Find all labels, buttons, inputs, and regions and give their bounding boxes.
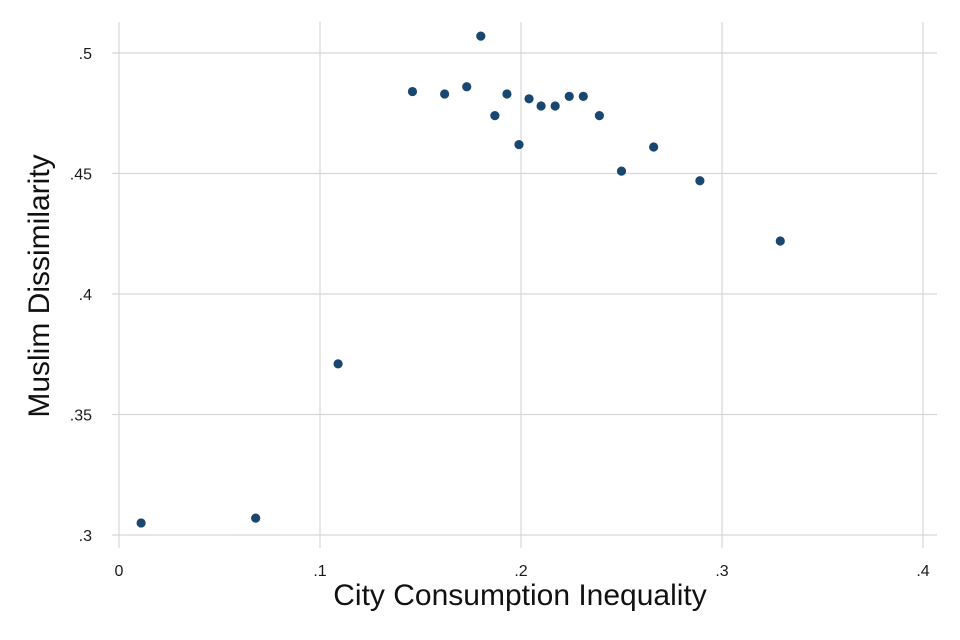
data-point (550, 101, 560, 111)
y-tick-label: .35 (70, 408, 92, 425)
data-point (649, 142, 659, 152)
y-tick-label: .4 (79, 287, 92, 304)
data-point (440, 89, 450, 99)
data-point (476, 31, 486, 41)
x-tick-label: .3 (715, 563, 728, 580)
data-point (578, 91, 588, 101)
data-points (136, 31, 785, 528)
y-tick-label: .5 (79, 46, 92, 63)
x-tick-label: .1 (313, 563, 326, 580)
y-tick-label: .3 (79, 528, 92, 545)
data-point (333, 359, 343, 369)
x-tick-label: .2 (514, 563, 527, 580)
data-point (564, 91, 574, 101)
data-point (490, 111, 500, 121)
data-point (462, 82, 472, 92)
data-point (514, 139, 524, 150)
data-point (775, 236, 785, 246)
data-point (251, 513, 261, 523)
x-tick-label: .4 (916, 563, 929, 580)
data-point (616, 166, 627, 176)
data-point (524, 94, 534, 104)
grid (112, 22, 937, 548)
data-point (136, 518, 146, 528)
y-tick-label: .45 (70, 167, 92, 184)
data-point (502, 89, 512, 99)
y-axis-title: Muslim Dissimilarity (23, 154, 56, 417)
x-tick-label: 0 (115, 563, 124, 580)
data-point (407, 86, 418, 97)
data-point (536, 101, 546, 111)
data-point (695, 176, 705, 186)
y-tick-labels: .3 .35 .4 .45 .5 (70, 46, 92, 545)
x-tick-labels: 0 .1 .2 .3 .4 (115, 563, 930, 580)
data-point (594, 111, 604, 121)
x-axis-title: City Consumption Inequality (333, 579, 707, 612)
